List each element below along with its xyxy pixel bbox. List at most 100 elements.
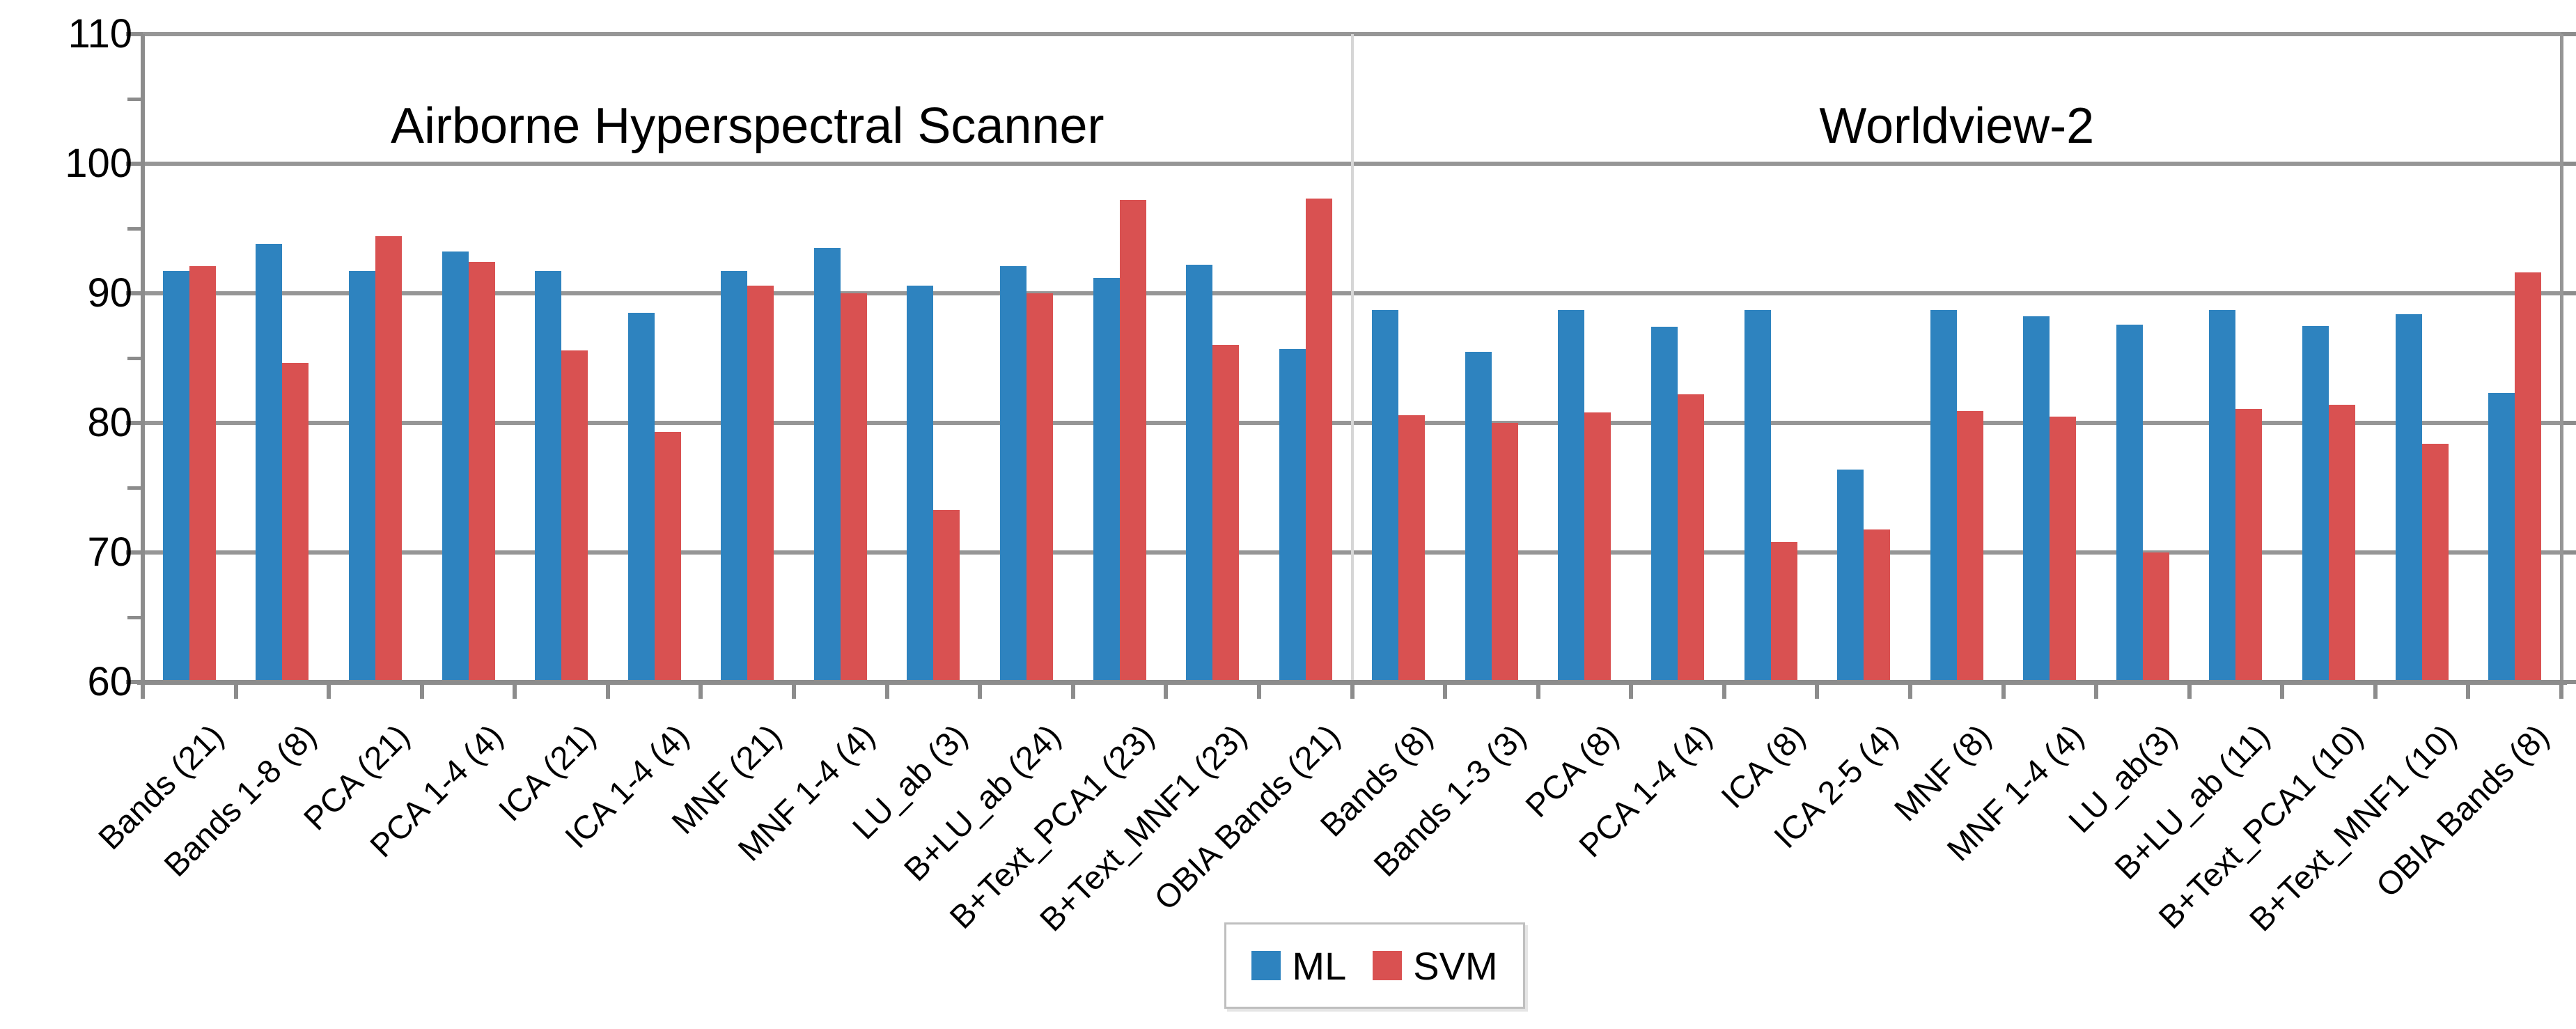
plot-right-border xyxy=(2560,34,2563,682)
x-tick-3 xyxy=(419,682,424,699)
y-right-tick-90 xyxy=(2561,291,2576,295)
y-minor-tick-95 xyxy=(127,227,143,231)
x-tick-5 xyxy=(605,682,610,699)
x-tick-16 xyxy=(1629,682,1634,699)
y-right-tick-60 xyxy=(2561,680,2576,684)
y-axis-label-60: 60 xyxy=(87,659,132,704)
y-major-tick-70 xyxy=(126,550,143,555)
bar-svm-MNF 1-4 (4) xyxy=(2050,416,2077,682)
y-major-tick-90 xyxy=(126,291,143,295)
bar-svm-B+Text_PCA1 (23) xyxy=(1119,200,1146,682)
bar-ml-B+LU_ab (11) xyxy=(2209,310,2236,682)
bar-svm-B+LU_ab (11) xyxy=(2235,408,2263,682)
x-tick-1 xyxy=(233,682,238,699)
bar-ml-PCA (21) xyxy=(348,271,375,682)
section-divider xyxy=(1350,34,1354,682)
y-axis-line xyxy=(141,34,145,689)
x-tick-8 xyxy=(884,682,889,699)
y-minor-tick-105 xyxy=(127,98,143,101)
y-major-tick-100 xyxy=(126,162,143,166)
bar-ml-B+Text_MNF1 (10) xyxy=(2395,314,2422,682)
bar-ml-ICA 1-4 (4) xyxy=(627,312,655,682)
bar-ml-PCA (8) xyxy=(1558,310,1585,682)
chart-legend: ML SVM xyxy=(1224,922,1525,1009)
y-major-tick-110 xyxy=(126,32,143,36)
bar-svm-PCA 1-4 (4) xyxy=(468,262,495,682)
bar-ml-LU_ab (3) xyxy=(907,285,934,682)
bar-ml-OBIA Bands (21) xyxy=(1279,348,1306,682)
ml-color-swatch xyxy=(1251,951,1281,980)
bar-ml-B+LU_ab (24) xyxy=(999,265,1027,682)
bar-ml-Bands 1-3 (3) xyxy=(1465,351,1492,682)
bar-ml-ICA 2-5 (4) xyxy=(1837,469,1864,682)
x-tick-18 xyxy=(1815,682,1820,699)
bar-svm-LU_ab(3) xyxy=(2142,552,2169,682)
y-right-tick-110 xyxy=(2561,32,2576,36)
section-title-airborne-hyperspectral-scanner: Airborne Hyperspectral Scanner xyxy=(391,98,1104,154)
y-minor-tick-85 xyxy=(127,357,143,360)
bar-svm-MNF (21) xyxy=(747,285,774,682)
bar-ml-OBIA Bands (8) xyxy=(2488,393,2515,682)
bar-ml-MNF 1-4 (4) xyxy=(2023,316,2050,682)
x-tick-26 xyxy=(2559,682,2563,699)
x-tick-23 xyxy=(2280,682,2285,699)
bar-svm-Bands (21) xyxy=(189,265,216,682)
x-tick-11 xyxy=(1164,682,1169,699)
bar-svm-B+Text_MNF1 (10) xyxy=(2421,443,2449,682)
x-tick-7 xyxy=(792,682,797,699)
bar-ml-PCA 1-4 (4) xyxy=(442,252,469,682)
x-tick-13 xyxy=(1350,682,1355,699)
bar-svm-OBIA Bands (8) xyxy=(2515,272,2542,682)
x-tick-25 xyxy=(2466,682,2471,699)
y-major-tick-80 xyxy=(126,421,143,425)
bar-svm-LU_ab (3) xyxy=(933,509,960,682)
x-tick-19 xyxy=(1907,682,1912,699)
y-axis-label-80: 80 xyxy=(87,400,132,445)
x-tick-9 xyxy=(978,682,983,699)
bar-ml-Bands (8) xyxy=(1372,310,1399,682)
y-right-tick-70 xyxy=(2561,550,2576,555)
bar-ml-Bands 1-8 (8) xyxy=(256,244,283,682)
legend-item-ml: ML xyxy=(1251,943,1346,989)
y-right-tick-80 xyxy=(2561,421,2576,425)
svm-color-swatch xyxy=(1373,951,1403,980)
bar-ml-B+Text_PCA1 (23) xyxy=(1093,277,1120,682)
y-minor-tick-75 xyxy=(127,486,143,490)
bar-svm-ICA 1-4 (4) xyxy=(654,432,681,682)
y-minor-tick-65 xyxy=(127,616,143,619)
bar-ml-B+Text_MNF1 (23) xyxy=(1186,265,1213,682)
bar-ml-MNF 1-4 (4) xyxy=(813,247,841,682)
x-tick-15 xyxy=(1536,682,1540,699)
bar-ml-ICA (8) xyxy=(1744,310,1771,682)
y-major-tick-60 xyxy=(126,680,143,684)
x-tick-4 xyxy=(513,682,517,699)
category-label-OBIA Bands (8): OBIA Bands (8) xyxy=(2368,717,2556,904)
bar-ml-MNF (21) xyxy=(721,271,748,682)
x-tick-24 xyxy=(2373,682,2378,699)
bar-svm-MNF (8) xyxy=(1956,411,1983,682)
y-axis-label-90: 90 xyxy=(87,270,132,316)
x-tick-0 xyxy=(141,682,145,699)
x-tick-17 xyxy=(1722,682,1726,699)
bar-ml-LU_ab(3) xyxy=(2116,324,2143,682)
legend-label-svm: SVM xyxy=(1413,943,1498,988)
bar-svm-Bands (8) xyxy=(1398,415,1426,682)
y-axis-label-70: 70 xyxy=(87,529,132,575)
bar-svm-ICA (8) xyxy=(1770,542,1797,682)
legend-item-svm: SVM xyxy=(1373,943,1498,989)
bar-svm-ICA 2-5 (4) xyxy=(1864,529,1891,682)
bar-svm-ICA (21) xyxy=(561,350,588,682)
bar-ml-MNF (8) xyxy=(1930,310,1957,682)
bar-svm-PCA 1-4 (4) xyxy=(1678,394,1705,682)
y-axis-label-110: 110 xyxy=(68,11,132,56)
bar-svm-OBIA Bands (21) xyxy=(1305,199,1332,682)
x-tick-2 xyxy=(327,682,331,699)
x-tick-10 xyxy=(1070,682,1075,699)
y-axis-label-100: 100 xyxy=(65,141,132,186)
bar-svm-PCA (21) xyxy=(375,236,402,682)
bar-svm-B+Text_PCA1 (10) xyxy=(2329,404,2356,682)
bar-ml-Bands (21) xyxy=(162,271,189,682)
y-right-tick-100 xyxy=(2561,162,2576,166)
x-tick-22 xyxy=(2187,682,2192,699)
bar-svm-B+Text_MNF1 (23) xyxy=(1212,345,1240,682)
